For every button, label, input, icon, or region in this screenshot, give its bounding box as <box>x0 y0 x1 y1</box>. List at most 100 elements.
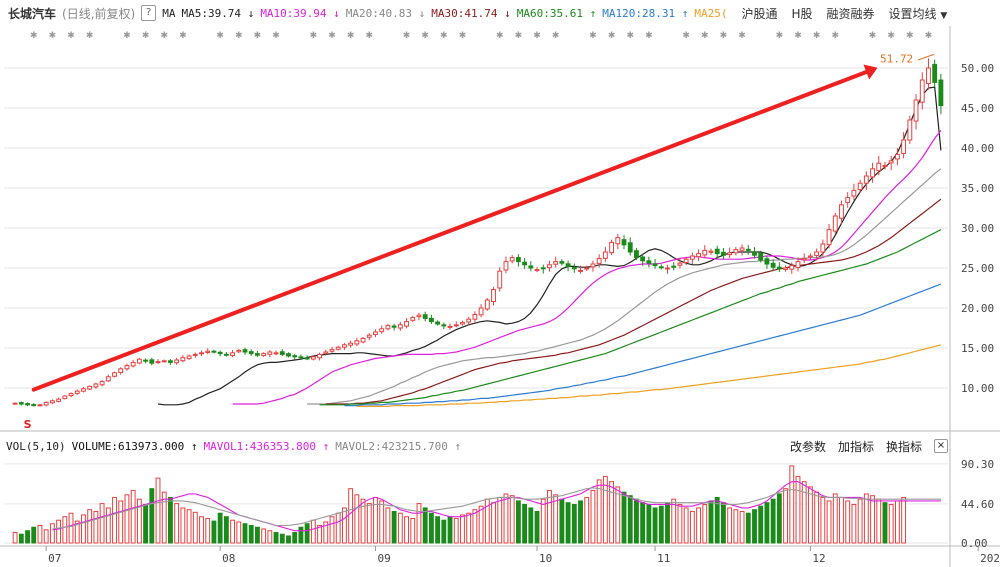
event-marker: ✱ <box>589 31 597 41</box>
candle-body <box>211 350 217 353</box>
candle-body <box>217 351 223 355</box>
volume-bar <box>248 524 254 544</box>
volume-bar <box>230 519 235 544</box>
volume-bar <box>671 498 677 544</box>
candle-body <box>596 257 602 264</box>
candle-body <box>273 352 279 355</box>
volume-bar <box>453 517 459 544</box>
candle-body <box>491 289 496 303</box>
event-marker: ✱ <box>701 31 709 41</box>
candle-body <box>559 261 565 264</box>
volume-bar <box>323 521 329 544</box>
volume-bar <box>379 500 385 544</box>
change-indicator-button[interactable]: 换指标 <box>885 439 922 454</box>
candle-body <box>590 263 596 268</box>
volume-bar <box>161 491 167 544</box>
event-marker: ✱ <box>328 31 336 41</box>
candle-body <box>689 255 695 260</box>
high-price-annotation: 51.72 <box>880 52 913 65</box>
volume-bar <box>261 528 267 544</box>
help-icon[interactable]: ? <box>141 5 157 21</box>
candle-body <box>578 269 583 272</box>
volume-bar <box>279 533 285 544</box>
volume-bar <box>739 510 745 544</box>
volume-bar <box>752 509 757 544</box>
volume-bar <box>267 530 273 544</box>
candle-body <box>155 361 161 364</box>
candle-body <box>428 317 434 323</box>
candle-body <box>901 139 907 154</box>
button-h-share[interactable]: H股 <box>791 6 813 21</box>
event-marker: ✱ <box>626 31 634 41</box>
event-marker: ✱ <box>496 31 504 41</box>
event-marker: ✱ <box>67 31 75 41</box>
candle-body <box>366 334 372 338</box>
price-tick-label: 20.00 <box>961 302 994 315</box>
ma-label: MA <box>162 6 176 20</box>
candle-body <box>547 264 552 269</box>
candle-body <box>926 67 931 84</box>
candle-body <box>360 337 366 343</box>
add-indicator-button[interactable]: 加指标 <box>837 439 874 454</box>
candle-body <box>553 261 559 265</box>
candle-body <box>758 252 764 261</box>
event-marker: ✱ <box>552 31 560 41</box>
candle-body <box>671 265 677 268</box>
candle-body <box>696 253 701 258</box>
set-ma-label: 设置均线 <box>888 6 937 21</box>
ma-line-ma60 <box>319 229 942 406</box>
candle-body <box>739 247 745 251</box>
edit-params-button[interactable]: 改参数 <box>789 439 826 454</box>
candle-body <box>416 314 422 318</box>
candle-body <box>708 250 714 253</box>
time-tick-label: 10 <box>539 552 552 565</box>
mavol1-line <box>52 481 941 532</box>
button-set-ma[interactable]: 设置均线 ▼ <box>889 5 948 22</box>
candle-body <box>329 349 335 352</box>
ma-item-6: MA25( <box>694 7 728 20</box>
volume-bar <box>578 500 583 544</box>
time-tick-label: 12 <box>812 552 825 565</box>
candle-body <box>49 400 55 404</box>
ma-item-4: MA60:35.61 ↑ <box>516 7 597 20</box>
candle-body <box>441 324 447 327</box>
volume-bar <box>62 516 68 544</box>
ma-item-3: MA30:41.74 ↓ <box>431 7 511 20</box>
event-marker: ✱ <box>216 31 224 41</box>
candle-body <box>335 346 341 350</box>
event-marker: ✱ <box>142 31 150 41</box>
candle-body <box>422 314 428 319</box>
ma-line-ma120 <box>344 283 942 407</box>
candle-body <box>192 353 198 356</box>
stock-name[interactable]: 长城汽车 <box>8 6 57 21</box>
volume-bar <box>37 524 43 544</box>
event-marker: ✱ <box>831 31 839 41</box>
signal-marker: S <box>24 418 32 431</box>
volume-header: VOL(5,10) VOLUME:613973.000 ↑ MAVOL1:436… <box>0 437 1000 455</box>
volume-bar <box>876 498 882 544</box>
candle-body <box>25 403 30 406</box>
candle-body <box>565 263 571 267</box>
volume-bar <box>634 498 639 544</box>
candle-body <box>435 321 441 325</box>
candle-body <box>789 265 795 270</box>
volume-bar <box>547 489 552 544</box>
volume-bar <box>192 511 198 544</box>
time-tick-label: 2021 <box>980 552 1000 565</box>
button-hk-connect[interactable]: 沪股通 <box>741 6 778 21</box>
price-tick-label: 40.00 <box>961 142 994 155</box>
close-icon[interactable]: × <box>934 439 948 453</box>
volume-bar <box>460 514 465 544</box>
volume-bar <box>348 488 354 544</box>
candle-body <box>373 331 378 335</box>
volume-bar <box>627 495 633 544</box>
event-marker: ✱ <box>123 31 131 41</box>
button-margin[interactable]: 融资融券 <box>826 6 875 21</box>
volume-bar <box>18 533 24 544</box>
price-tick-label: 50.00 <box>961 62 994 75</box>
price-tick-label: 35.00 <box>961 182 994 195</box>
candle-body <box>857 182 863 191</box>
candle-body <box>540 267 546 270</box>
candle-body <box>621 239 627 246</box>
